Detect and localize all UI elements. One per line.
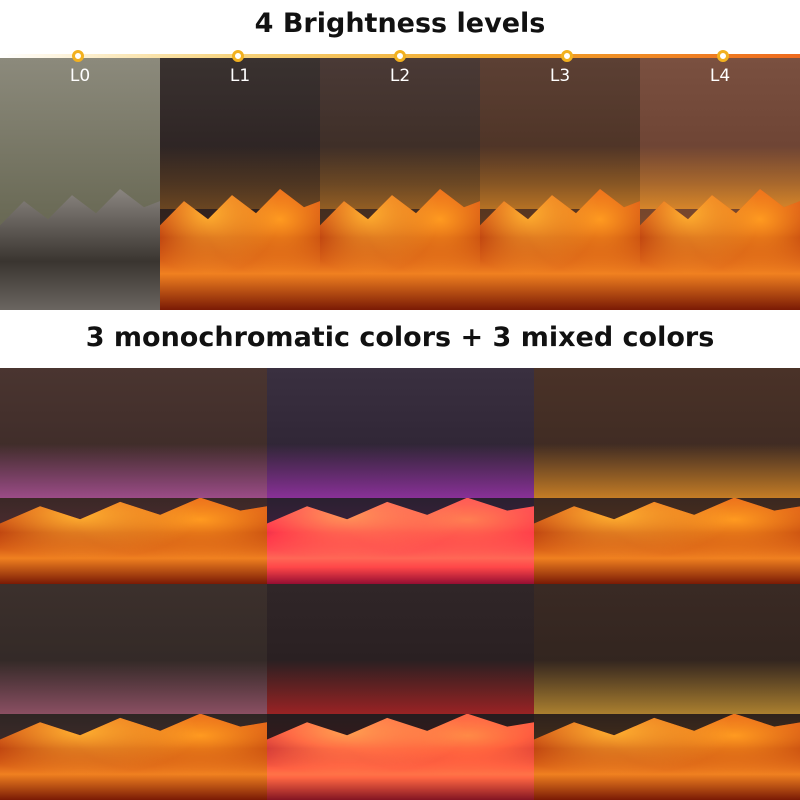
flame-glow <box>267 659 534 714</box>
brightness-panel-l0: L0 <box>0 58 160 310</box>
level-label: L2 <box>389 66 411 86</box>
brightness-panel-l2: L2 <box>320 58 480 310</box>
level-label: L3 <box>549 66 571 86</box>
level-dot <box>232 50 244 62</box>
flame-glow <box>480 146 640 210</box>
level-dot <box>717 50 729 62</box>
logs-image <box>0 497 267 584</box>
flame-glow <box>320 146 480 210</box>
logs-image <box>320 189 480 310</box>
brightness-panel-l3: L3 <box>480 58 640 310</box>
logs-image <box>0 713 267 800</box>
flame-glow <box>0 659 267 714</box>
color-panel-1 <box>0 368 267 584</box>
level-dot <box>72 50 84 62</box>
logs-image <box>160 189 320 310</box>
logs-image <box>267 497 534 584</box>
level-label: L1 <box>229 66 251 86</box>
color-panel-4 <box>0 584 267 800</box>
flame-glow <box>267 443 534 498</box>
color-panel-2 <box>267 368 534 584</box>
flame-glow <box>0 443 267 498</box>
level-label: L4 <box>709 66 731 86</box>
logs-image <box>534 497 800 584</box>
colors-title: 3 monochromatic colors + 3 mixed colors <box>85 322 715 353</box>
color-panel-3 <box>534 368 800 584</box>
brightness-title: 4 Brightness levels <box>254 8 546 39</box>
level-dot <box>394 50 406 62</box>
logs-image <box>0 189 160 310</box>
brightness-panel-l4: L4 <box>640 58 800 310</box>
logs-image <box>534 713 800 800</box>
flame-glow <box>534 443 800 498</box>
logs-image <box>640 189 800 310</box>
level-label: L0 <box>69 66 91 86</box>
logs-image <box>480 189 640 310</box>
color-panel-6 <box>534 584 800 800</box>
brightness-panel-l1: L1 <box>160 58 320 310</box>
flame-glow <box>160 146 320 210</box>
level-dot <box>561 50 573 62</box>
flame-glow <box>534 659 800 714</box>
logs-image <box>267 713 534 800</box>
color-panel-5 <box>267 584 534 800</box>
flame-glow <box>640 146 800 210</box>
